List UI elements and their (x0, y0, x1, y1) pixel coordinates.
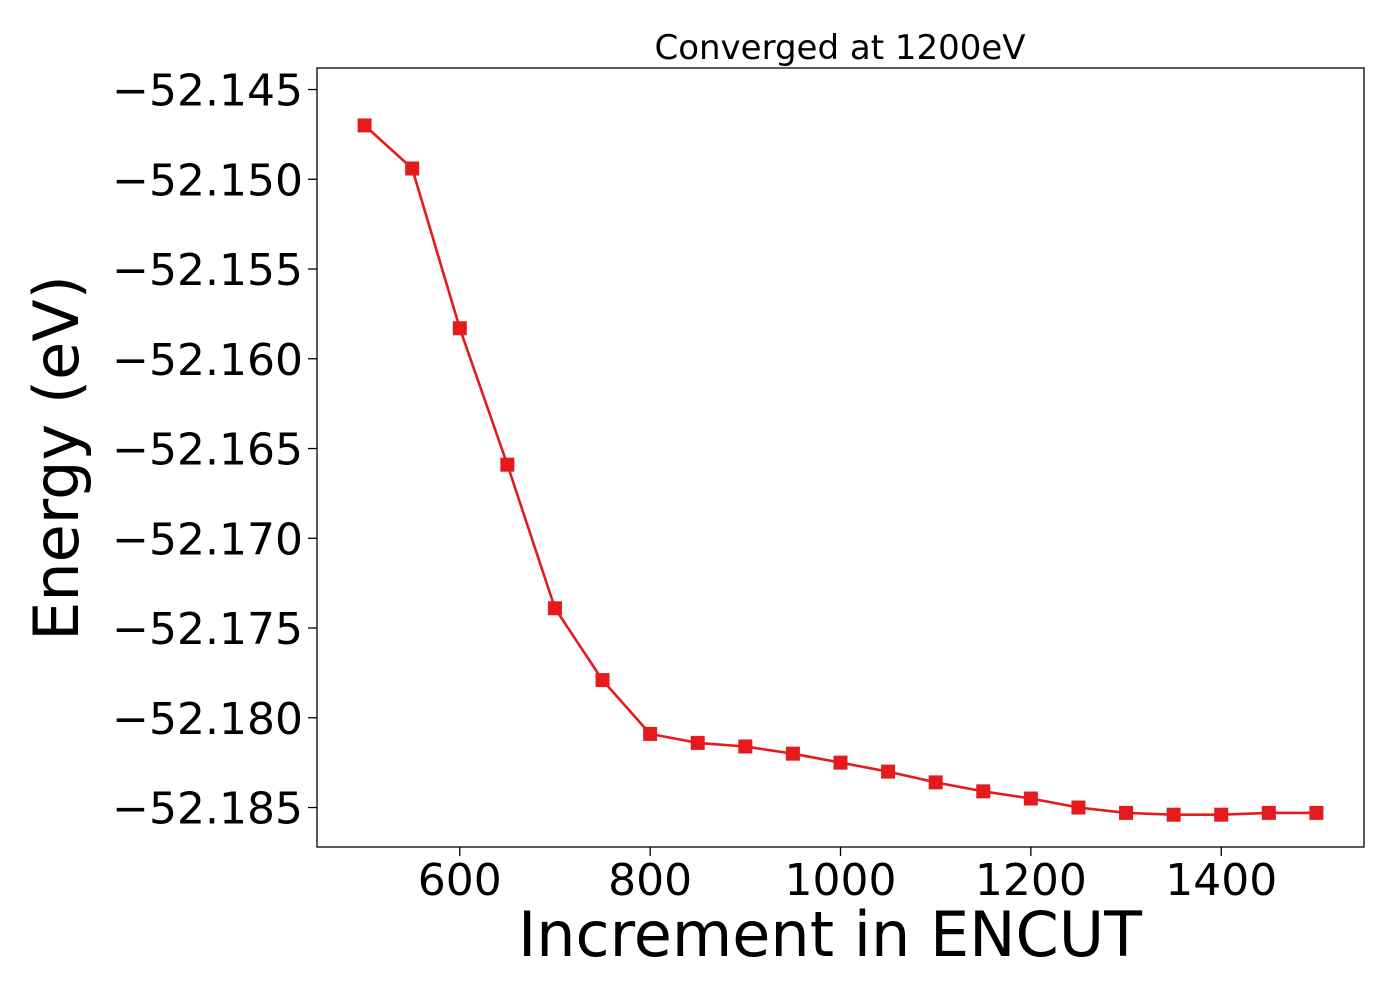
data-point (785, 746, 800, 761)
data-point (452, 321, 467, 336)
data-point (500, 457, 515, 472)
x-tick-label: 1000 (785, 855, 897, 906)
data-point (881, 764, 896, 779)
x-tick-label: 600 (418, 855, 502, 906)
data-point (357, 118, 372, 133)
chart-title: Converged at 1200eV (654, 28, 1025, 68)
data-point (976, 784, 991, 799)
x-axis-ticks: 600 800 1000 1200 1400 (418, 847, 1277, 906)
data-point (1071, 800, 1086, 815)
y-tick-label: −52.150 (112, 155, 303, 206)
y-tick-label: −52.175 (112, 604, 303, 655)
y-tick-label: −52.145 (112, 66, 303, 117)
y-axis-ticks: −52.145 −52.150 −52.155 −52.160 −52.165 −52.1… (112, 66, 317, 835)
data-point (547, 601, 562, 616)
data-point (1214, 807, 1229, 822)
data-point (738, 739, 753, 754)
x-tick-label: 800 (608, 855, 692, 906)
data-point (833, 755, 848, 770)
data-point (690, 735, 705, 750)
x-tick-label: 1400 (1165, 855, 1277, 906)
data-point (1309, 805, 1324, 820)
x-tick-label: 1200 (975, 855, 1087, 906)
y-tick-label: −52.170 (112, 514, 303, 565)
y-tick-label: −52.180 (112, 694, 303, 745)
y-tick-label: −52.185 (112, 784, 303, 835)
x-axis-label: Increment in ENCUT (518, 898, 1143, 971)
data-point (643, 726, 658, 741)
data-point (928, 775, 943, 790)
data-point (1119, 805, 1134, 820)
y-tick-label: −52.165 (112, 425, 303, 476)
y-axis-label: Energy (eV) (20, 275, 93, 641)
y-tick-label: −52.160 (112, 335, 303, 386)
series-layer (357, 118, 1324, 822)
data-point (405, 161, 420, 176)
data-point (1261, 805, 1276, 820)
data-point (595, 673, 610, 688)
data-point (1023, 791, 1038, 806)
plot-area-frame (316, 67, 1365, 848)
data-point (1166, 807, 1181, 822)
y-tick-label: −52.155 (112, 245, 303, 296)
